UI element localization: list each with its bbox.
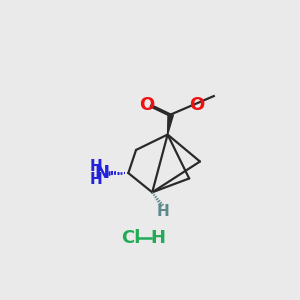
Text: Cl: Cl xyxy=(121,229,140,247)
Polygon shape xyxy=(168,114,173,135)
Text: N: N xyxy=(95,164,110,182)
Text: H: H xyxy=(90,172,102,187)
Text: H: H xyxy=(150,229,165,247)
Text: O: O xyxy=(189,96,205,114)
Text: H: H xyxy=(90,159,102,174)
Text: O: O xyxy=(139,96,154,114)
Text: H: H xyxy=(157,204,169,219)
